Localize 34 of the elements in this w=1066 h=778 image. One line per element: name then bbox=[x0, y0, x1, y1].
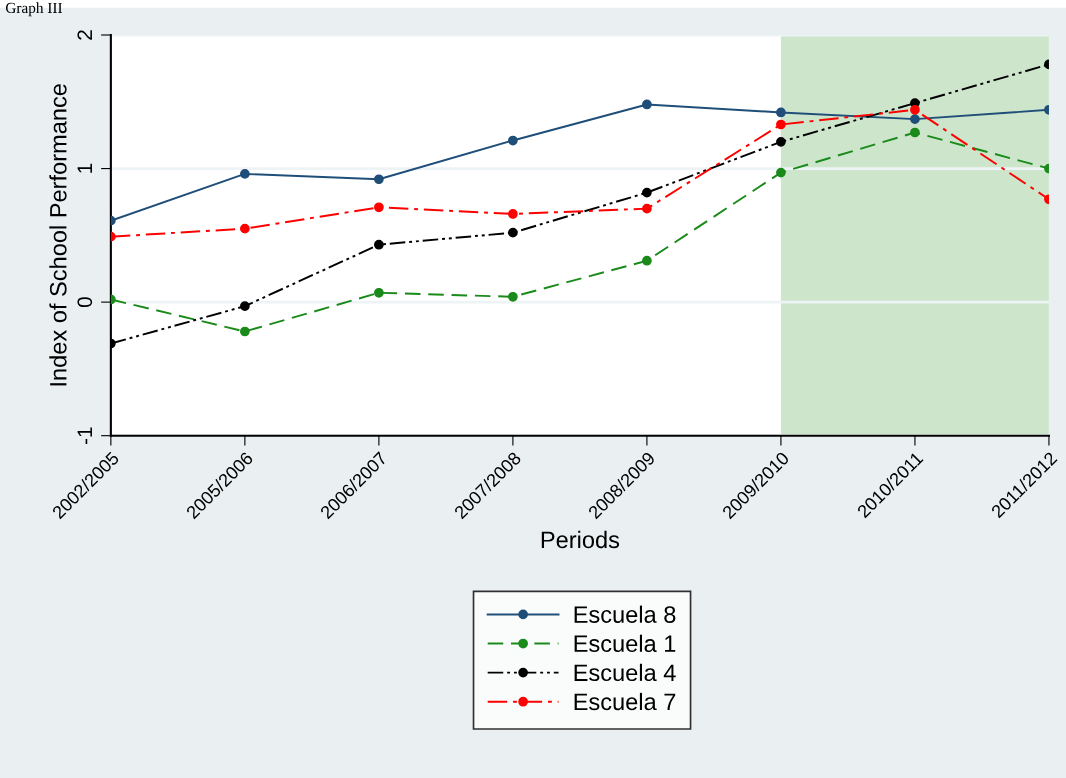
point bbox=[508, 227, 518, 238]
point bbox=[508, 209, 518, 219]
point bbox=[374, 287, 384, 298]
point bbox=[776, 167, 786, 178]
point bbox=[776, 119, 786, 130]
y-axis-title: Index of School Performance bbox=[49, 84, 67, 386]
legend-label: Escuela 8 bbox=[574, 605, 676, 623]
point bbox=[910, 104, 920, 115]
point bbox=[240, 301, 250, 311]
y-tick-label: 1 bbox=[77, 163, 92, 173]
point bbox=[910, 127, 920, 138]
x-axis-title: Periods bbox=[541, 530, 620, 549]
point bbox=[642, 255, 652, 266]
y-tick-label: -1 bbox=[77, 427, 92, 445]
point bbox=[776, 136, 786, 147]
point bbox=[240, 223, 250, 234]
legend-label: Escuela 4 bbox=[574, 663, 676, 682]
point bbox=[508, 135, 518, 146]
point bbox=[642, 99, 652, 110]
point bbox=[642, 203, 652, 214]
legend-label: Escuela 1 bbox=[574, 634, 676, 653]
point bbox=[374, 174, 384, 185]
point bbox=[910, 114, 920, 125]
point bbox=[374, 239, 384, 250]
point bbox=[776, 107, 786, 118]
point bbox=[374, 202, 384, 213]
legend-label: Escuela 7 bbox=[574, 692, 676, 711]
y-tick-label: 2 bbox=[77, 30, 92, 40]
y-tick-label: 0 bbox=[77, 297, 93, 308]
point bbox=[508, 291, 518, 302]
point bbox=[240, 169, 250, 179]
chart-title: Graph III bbox=[5, 2, 63, 17]
point bbox=[642, 187, 652, 198]
point bbox=[240, 326, 250, 337]
